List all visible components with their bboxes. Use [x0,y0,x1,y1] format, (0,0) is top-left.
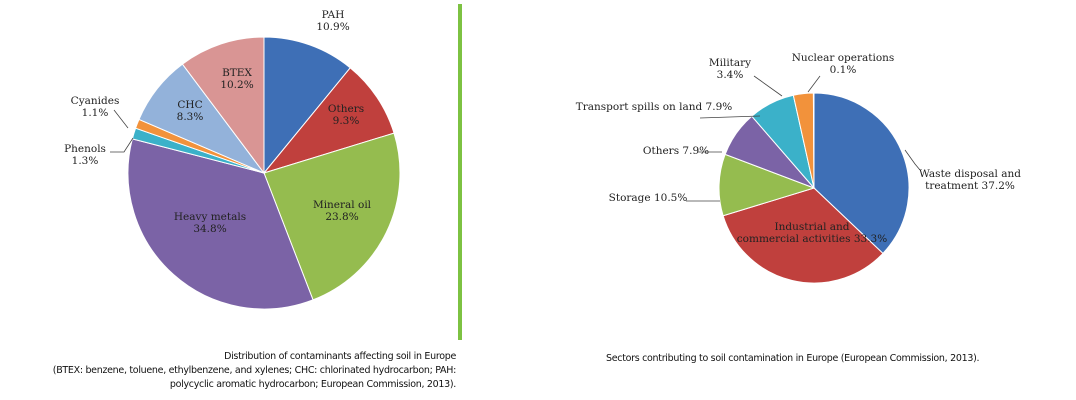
pie-slice-pah [263,36,351,175]
slice-label: PAH 10.9% [316,9,349,33]
pie-slice-waste-disposal-and-treatment [813,92,910,255]
sectors-pie [718,92,910,284]
pie-slice-mineral-oil [263,132,401,301]
caption-line: polycyclic aromatic hydrocarbon; Europea… [169,379,456,390]
contaminants-labels: PAH 10.9% Others 9.3% Mineral oil 23.8% Heavy … [64,9,372,235]
caption-line: Distribution of contaminants affecting s… [224,351,456,362]
contaminants-caption: Distribution of contaminants affecting s… [0,350,457,392]
leader-line [753,75,783,97]
pie-charts: PAH 10.9% Others 9.3% Mineral oil 23.8% Heavy … [64,9,1021,310]
caption-line: Sectors contributing to soil contaminati… [606,353,980,364]
leader-line [699,115,761,119]
leader-line [110,137,134,153]
slice-label: Others 9.3% [328,103,364,127]
slice-label: Storage 10.5% [609,192,688,204]
pie-slice-btex [181,36,265,175]
slice-label: Military 3.4% [709,57,751,81]
leader-line [113,109,129,129]
leader-line [807,75,821,93]
slice-label: BTEX 10.2% [220,67,253,91]
pie-slice-industrial-and-commercial-activities [722,187,884,284]
pie-slice-others [262,67,395,174]
pie-slice-heavy-metals [127,138,314,310]
slice-label: Cyanides 1.1% [71,95,120,119]
slice-label: Industrial and commercial activities 33.3… [737,221,887,245]
pie-slice-nuclear-operations [812,92,815,189]
slice-label: Others 7.9% [643,145,709,157]
slice-label: Transport spills on land 7.9% [576,101,733,113]
sectors-labels: Waste disposal and treatment 37.2% Industr… [576,52,1021,245]
sectors-caption: Sectors contributing to soil contaminati… [606,352,1066,366]
contaminants-pie [127,36,401,310]
slice-label: CHC 8.3% [177,99,204,123]
slice-label: Mineral oil 23.8% [313,199,372,223]
slice-label: Nuclear operations 0.1% [792,52,895,76]
divider-line [458,4,462,340]
caption-line: (BTEX: benzene, toluene, ethylbenzene, a… [52,365,457,376]
leader-line [904,149,921,171]
slice-label: Heavy metals 34.8% [174,211,246,235]
slice-label: Phenols 1.3% [64,143,106,167]
slice-label: Waste disposal and treatment 37.2% [919,168,1021,192]
